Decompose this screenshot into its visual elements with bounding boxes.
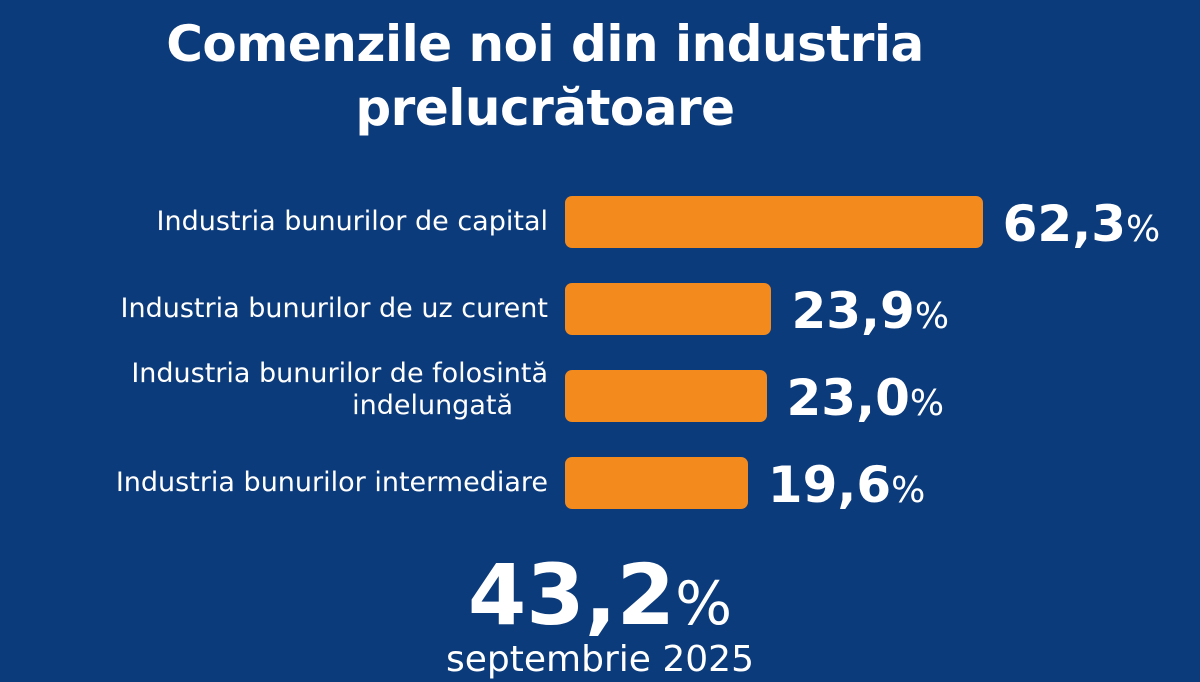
total-value: 43,2% <box>400 550 800 649</box>
value-label: 62,3% <box>1003 198 1161 256</box>
value-number: 19,6 <box>767 456 892 514</box>
value-number: 23,0 <box>786 369 910 427</box>
value-label: 23,9% <box>791 285 949 343</box>
total-unit: % <box>675 569 733 639</box>
bar-row: Industria bunurilor intermediare 19,6% <box>0 457 1200 511</box>
value-unit: % <box>1126 209 1161 250</box>
category-label-line: Industria bunurilor intermediare <box>115 467 548 498</box>
category-label-line: Industria bunurilor de capital <box>156 206 549 237</box>
category-label-line: indelungată <box>352 390 513 421</box>
value-number: 23,9 <box>791 282 915 340</box>
category-label: Industria bunurilor de folosintă indelung… <box>131 358 548 421</box>
category-label: Industria bunurilor de capital <box>157 196 549 248</box>
title-line-2: prelucrătoare <box>355 79 735 137</box>
value-label: 19,6% <box>768 459 926 517</box>
value-unit: % <box>909 383 945 424</box>
category-label-line: Industria bunurilor de uz curent <box>120 293 548 324</box>
total-number: 43,2 <box>467 546 676 644</box>
title-line-1: Comenzile noi din industria <box>166 15 924 73</box>
value-unit: % <box>914 296 950 337</box>
category-label: Industria bunurilor intermediare <box>116 457 548 509</box>
chart-title: Comenzile noi din industria prelucrătoar… <box>0 12 1090 140</box>
bar <box>565 457 748 509</box>
value-unit: % <box>891 470 926 511</box>
bar <box>565 370 767 422</box>
bar-row: Industria bunurilor de folosintă indelung… <box>0 358 1200 424</box>
value-number: 62,3 <box>1002 195 1127 253</box>
bar <box>565 196 983 248</box>
bar <box>565 283 772 335</box>
period-label: septembrie 2025 <box>446 639 754 680</box>
bar-row: Industria bunurilor de uz curent 23,9% <box>0 283 1200 337</box>
category-label-line: Industria bunurilor de folosintă <box>131 358 548 389</box>
bar-row: Industria bunurilor de capital 62,3% <box>0 196 1200 250</box>
value-label: 23,0% <box>787 372 945 430</box>
category-label: Industria bunurilor de uz curent <box>121 283 548 335</box>
